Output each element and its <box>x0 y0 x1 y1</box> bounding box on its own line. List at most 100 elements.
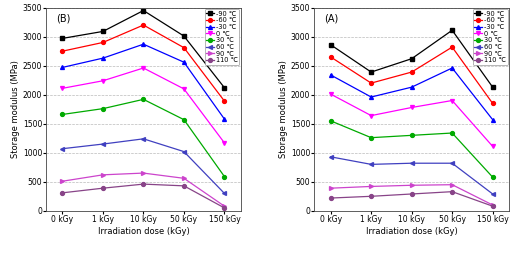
Line: 30 ℃: 30 ℃ <box>329 119 494 179</box>
-30 ℃ <box>449 67 455 70</box>
-60 ℃ <box>489 102 495 105</box>
60 ℃ <box>100 142 106 146</box>
Line: 90 ℃: 90 ℃ <box>329 183 494 207</box>
30 ℃ <box>368 136 374 139</box>
Line: 60 ℃: 60 ℃ <box>61 137 226 195</box>
90 ℃ <box>489 203 495 207</box>
Legend: -90 ℃, -60 ℃, -30 ℃, 0 ℃, 30 ℃, 60 ℃, 90 ℃, 110 ℃: -90 ℃, -60 ℃, -30 ℃, 0 ℃, 30 ℃, 60 ℃, 90… <box>205 9 240 65</box>
0 ℃ <box>368 114 374 117</box>
30 ℃ <box>489 176 495 179</box>
30 ℃ <box>100 107 106 110</box>
110 ℃ <box>368 195 374 198</box>
Line: 30 ℃: 30 ℃ <box>61 97 226 179</box>
0 ℃ <box>60 87 66 90</box>
60 ℃ <box>409 162 415 165</box>
-90 ℃ <box>449 29 455 32</box>
Line: 110 ℃: 110 ℃ <box>61 182 226 210</box>
Line: -90 ℃: -90 ℃ <box>61 9 226 90</box>
110 ℃ <box>489 205 495 208</box>
-30 ℃ <box>327 73 334 76</box>
0 ℃ <box>100 79 106 82</box>
-30 ℃ <box>368 96 374 99</box>
Line: -60 ℃: -60 ℃ <box>61 23 226 103</box>
30 ℃ <box>140 98 146 101</box>
-90 ℃ <box>222 86 228 89</box>
30 ℃ <box>449 132 455 135</box>
-60 ℃ <box>449 45 455 49</box>
60 ℃ <box>181 150 187 153</box>
90 ℃ <box>368 185 374 188</box>
Y-axis label: Storage modulus (MPa): Storage modulus (MPa) <box>279 60 288 158</box>
60 ℃ <box>368 163 374 166</box>
60 ℃ <box>449 162 455 165</box>
-90 ℃ <box>409 57 415 60</box>
30 ℃ <box>222 175 228 178</box>
Line: -30 ℃: -30 ℃ <box>329 66 494 122</box>
Line: 0 ℃: 0 ℃ <box>329 92 494 148</box>
-90 ℃ <box>327 43 334 46</box>
110 ℃ <box>327 197 334 200</box>
90 ℃ <box>222 205 228 208</box>
Line: -90 ℃: -90 ℃ <box>329 28 494 89</box>
60 ℃ <box>222 192 228 195</box>
-90 ℃ <box>100 30 106 33</box>
0 ℃ <box>140 67 146 70</box>
-60 ℃ <box>140 24 146 27</box>
110 ℃ <box>181 184 187 187</box>
0 ℃ <box>449 99 455 102</box>
30 ℃ <box>181 118 187 121</box>
-90 ℃ <box>140 9 146 12</box>
90 ℃ <box>140 171 146 174</box>
90 ℃ <box>100 173 106 176</box>
110 ℃ <box>100 187 106 190</box>
Text: (B): (B) <box>56 14 70 24</box>
30 ℃ <box>60 113 66 116</box>
X-axis label: Irradiation dose (kGy): Irradiation dose (kGy) <box>98 227 189 236</box>
-30 ℃ <box>140 43 146 46</box>
90 ℃ <box>181 177 187 180</box>
-90 ℃ <box>60 37 66 40</box>
60 ℃ <box>489 193 495 196</box>
Line: 60 ℃: 60 ℃ <box>329 155 494 196</box>
-30 ℃ <box>222 118 228 121</box>
110 ℃ <box>449 190 455 193</box>
Line: 110 ℃: 110 ℃ <box>329 190 494 208</box>
0 ℃ <box>409 106 415 109</box>
-90 ℃ <box>489 86 495 89</box>
Legend: -90 ℃, -60 ℃, -30 ℃, 0 ℃, 30 ℃, 60 ℃, 90 ℃, 110 ℃: -90 ℃, -60 ℃, -30 ℃, 0 ℃, 30 ℃, 60 ℃, 90… <box>473 9 507 65</box>
-30 ℃ <box>60 66 66 69</box>
110 ℃ <box>409 193 415 196</box>
60 ℃ <box>60 147 66 150</box>
Line: 0 ℃: 0 ℃ <box>61 66 226 145</box>
-30 ℃ <box>409 86 415 89</box>
0 ℃ <box>489 145 495 148</box>
-90 ℃ <box>368 71 374 74</box>
0 ℃ <box>222 141 228 145</box>
30 ℃ <box>409 134 415 137</box>
110 ℃ <box>140 183 146 186</box>
90 ℃ <box>327 187 334 190</box>
-60 ℃ <box>100 41 106 44</box>
Line: -60 ℃: -60 ℃ <box>329 45 494 105</box>
-60 ℃ <box>368 82 374 85</box>
-60 ℃ <box>222 100 228 103</box>
0 ℃ <box>181 87 187 90</box>
Text: (A): (A) <box>324 14 338 24</box>
Y-axis label: Storage modulus (MPa): Storage modulus (MPa) <box>11 60 20 158</box>
90 ℃ <box>449 183 455 186</box>
-60 ℃ <box>181 46 187 49</box>
Line: 90 ℃: 90 ℃ <box>61 171 226 208</box>
30 ℃ <box>327 119 334 122</box>
110 ℃ <box>60 191 66 194</box>
-60 ℃ <box>60 50 66 53</box>
0 ℃ <box>327 93 334 96</box>
-30 ℃ <box>100 57 106 60</box>
-90 ℃ <box>181 35 187 38</box>
Line: -30 ℃: -30 ℃ <box>61 42 226 121</box>
60 ℃ <box>327 155 334 158</box>
-60 ℃ <box>409 71 415 74</box>
60 ℃ <box>140 137 146 140</box>
-30 ℃ <box>489 118 495 121</box>
90 ℃ <box>409 184 415 187</box>
110 ℃ <box>222 207 228 210</box>
